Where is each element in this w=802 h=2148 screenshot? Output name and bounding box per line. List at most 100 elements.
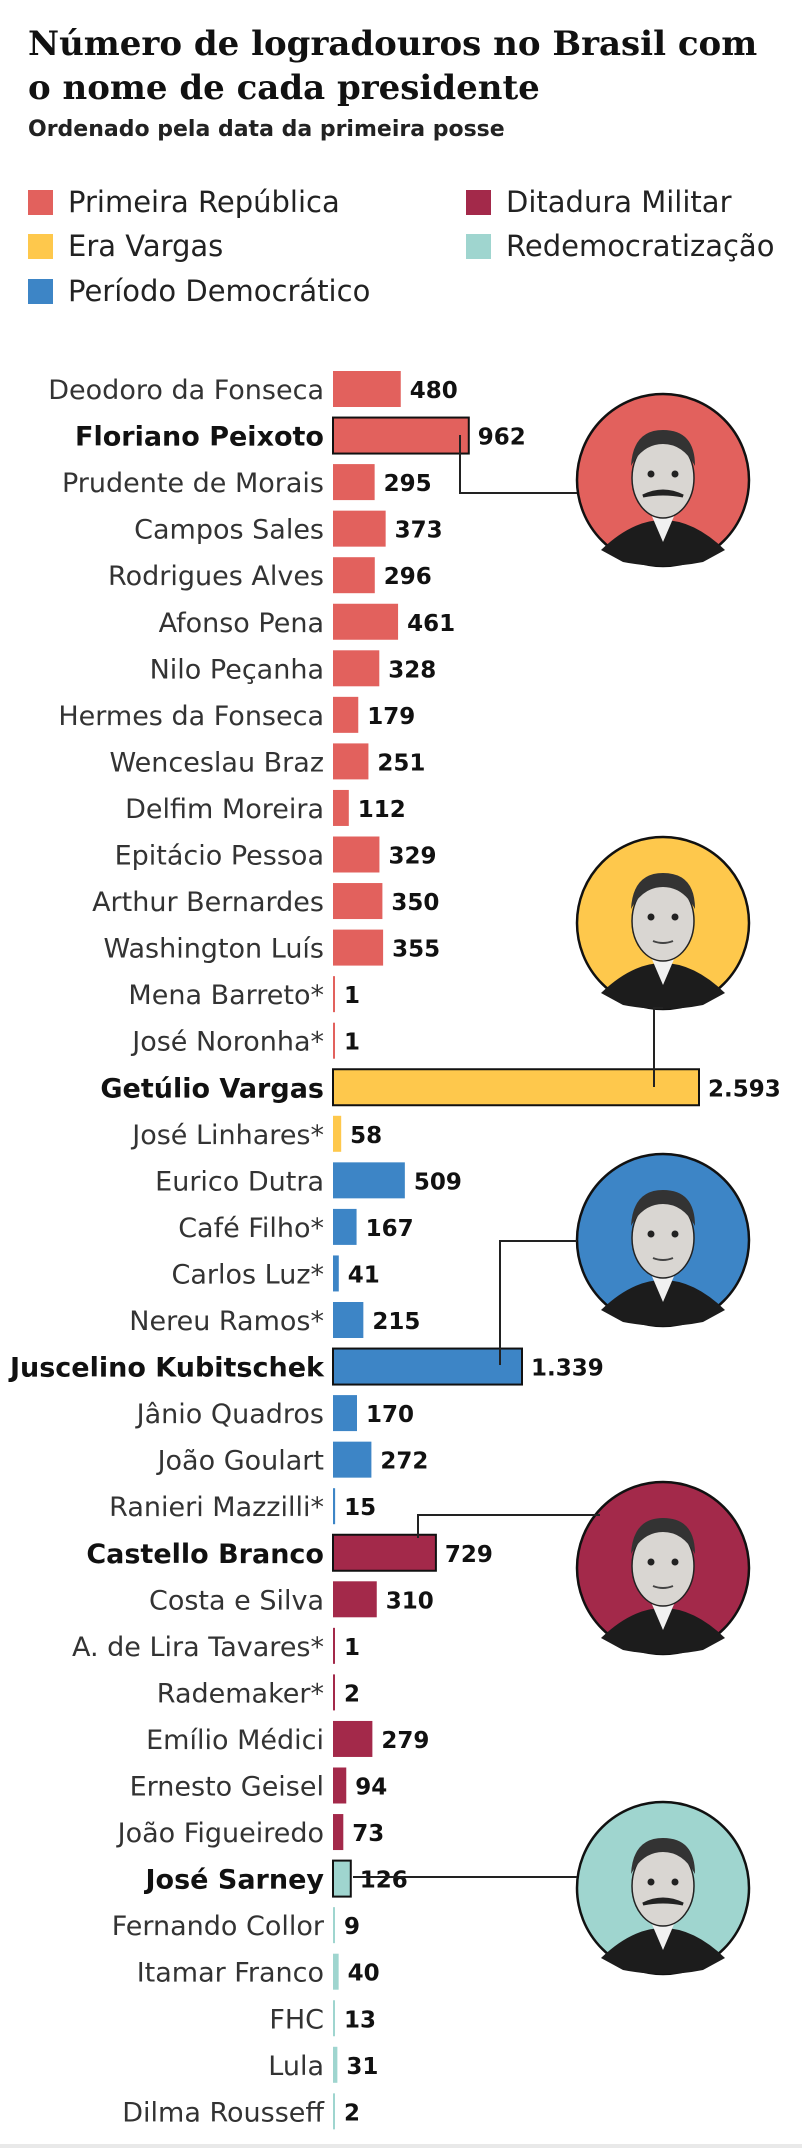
bar bbox=[333, 557, 375, 594]
bar bbox=[333, 2046, 338, 2083]
category-label: Ranieri Mazzilli* bbox=[109, 1492, 324, 1523]
category-label: Itamar Franco bbox=[137, 1958, 324, 1989]
value-label: 31 bbox=[346, 2054, 378, 2080]
legend-swatch bbox=[466, 233, 491, 259]
value-label: 295 bbox=[384, 471, 432, 497]
portrait-collar bbox=[651, 1922, 675, 1950]
category-label: Epitácio Pessoa bbox=[115, 841, 324, 872]
category-label: Jânio Quadros bbox=[135, 1399, 324, 1430]
bar bbox=[333, 2000, 335, 2037]
legend-swatch bbox=[466, 189, 491, 215]
value-label: 58 bbox=[350, 1123, 382, 1149]
category-label: Wenceslau Braz bbox=[110, 747, 324, 778]
legend-item-primeira-republica: Primeira República bbox=[28, 185, 340, 219]
portrait-collar bbox=[651, 957, 675, 985]
value-label: 373 bbox=[395, 518, 443, 544]
value-label: 328 bbox=[388, 657, 436, 683]
portrait-hair bbox=[631, 430, 695, 466]
portrait-eye bbox=[671, 913, 679, 921]
portrait-eye bbox=[671, 1878, 679, 1886]
value-label: 2 bbox=[344, 1681, 360, 1707]
value-label: 9 bbox=[344, 1914, 360, 1940]
portrait-eye bbox=[647, 470, 655, 478]
value-label: 215 bbox=[372, 1309, 420, 1335]
portrait-hair bbox=[631, 1838, 695, 1874]
portrait-eye bbox=[647, 1558, 655, 1566]
portrait-2 bbox=[575, 1152, 751, 1328]
legend-label: Redemocratização bbox=[506, 229, 775, 263]
portrait-3 bbox=[575, 1480, 751, 1656]
value-label: 170 bbox=[366, 1402, 414, 1428]
bar bbox=[333, 510, 386, 547]
chart-title: Número de logradouros no Brasil com o no… bbox=[28, 24, 758, 108]
connector-line bbox=[499, 1240, 577, 1365]
bar bbox=[332, 1859, 352, 1898]
value-label: 1.339 bbox=[531, 1356, 604, 1382]
portrait-4 bbox=[575, 1800, 751, 1976]
category-label: Mena Barreto* bbox=[128, 980, 324, 1011]
bar bbox=[333, 1441, 372, 1478]
value-label: 1 bbox=[344, 1635, 360, 1661]
legend-item-ditadura-militar: Ditadura Militar bbox=[466, 185, 732, 219]
category-label: Afonso Pena bbox=[159, 608, 324, 639]
portrait-hair bbox=[631, 1518, 695, 1554]
category-label: Eurico Dutra bbox=[155, 1166, 324, 1197]
value-label: 41 bbox=[348, 1262, 380, 1288]
category-label: Carlos Luz* bbox=[171, 1259, 324, 1290]
category-label: Emílio Médici bbox=[146, 1725, 324, 1756]
category-label: João Goulart bbox=[156, 1446, 324, 1477]
bar bbox=[333, 789, 349, 826]
legend-label: Primeira República bbox=[68, 185, 340, 219]
value-label: 179 bbox=[367, 704, 415, 730]
category-label: Rodrigues Alves bbox=[108, 561, 324, 592]
portrait-mouth bbox=[652, 1585, 674, 1589]
category-label: José Sarney bbox=[144, 1865, 325, 1896]
value-label: 126 bbox=[360, 1868, 408, 1894]
bar bbox=[333, 1395, 357, 1432]
bar bbox=[333, 650, 380, 687]
legend-item-redemocratizacao: Redemocratização bbox=[466, 229, 774, 263]
portrait-collar bbox=[651, 514, 675, 542]
category-label: Arthur Bernardes bbox=[92, 887, 324, 918]
value-label: 94 bbox=[355, 1775, 387, 1801]
bar bbox=[332, 1068, 700, 1107]
bar bbox=[333, 1720, 373, 1757]
connector-line bbox=[653, 1007, 663, 1087]
value-label: 355 bbox=[392, 937, 440, 963]
value-label: 480 bbox=[410, 378, 458, 404]
portrait-suit bbox=[601, 1608, 725, 1654]
bar bbox=[333, 1581, 377, 1618]
bar bbox=[333, 1255, 339, 1292]
portrait-eye bbox=[671, 1558, 679, 1566]
value-label: 461 bbox=[407, 611, 455, 637]
value-label: 251 bbox=[377, 750, 425, 776]
category-label: Hermes da Fonseca bbox=[58, 701, 324, 732]
bar bbox=[333, 696, 359, 733]
category-label: Castello Branco bbox=[86, 1539, 324, 1570]
category-label: Nereu Ramos* bbox=[129, 1306, 324, 1337]
category-label: João Figueiredo bbox=[116, 1818, 324, 1849]
portrait-mouth bbox=[652, 1257, 674, 1261]
portrait-collar bbox=[651, 1602, 675, 1630]
category-label: Campos Sales bbox=[134, 515, 324, 546]
bar bbox=[333, 1115, 342, 1152]
category-label: Rademaker* bbox=[157, 1678, 324, 1709]
value-label: 272 bbox=[380, 1449, 428, 1475]
value-label: 112 bbox=[358, 797, 406, 823]
bar bbox=[333, 1302, 364, 1338]
category-label: Deodoro da Fonseca bbox=[48, 375, 324, 406]
category-label: Ernesto Geisel bbox=[130, 1772, 324, 1803]
legend-swatch bbox=[28, 278, 53, 304]
value-label: 2 bbox=[344, 2100, 360, 2126]
legend-label: Período Democrático bbox=[68, 274, 371, 308]
value-label: 962 bbox=[478, 425, 526, 451]
value-label: 13 bbox=[344, 2007, 376, 2033]
value-label: 296 bbox=[384, 564, 432, 590]
portrait-mustache bbox=[642, 1897, 684, 1906]
portrait-mustache bbox=[642, 489, 684, 498]
bar bbox=[333, 1022, 335, 1059]
category-label: Costa e Silva bbox=[149, 1585, 324, 1616]
legend-item-periodo-democratico: Período Democrático bbox=[28, 274, 370, 308]
portrait-hair bbox=[631, 873, 695, 909]
